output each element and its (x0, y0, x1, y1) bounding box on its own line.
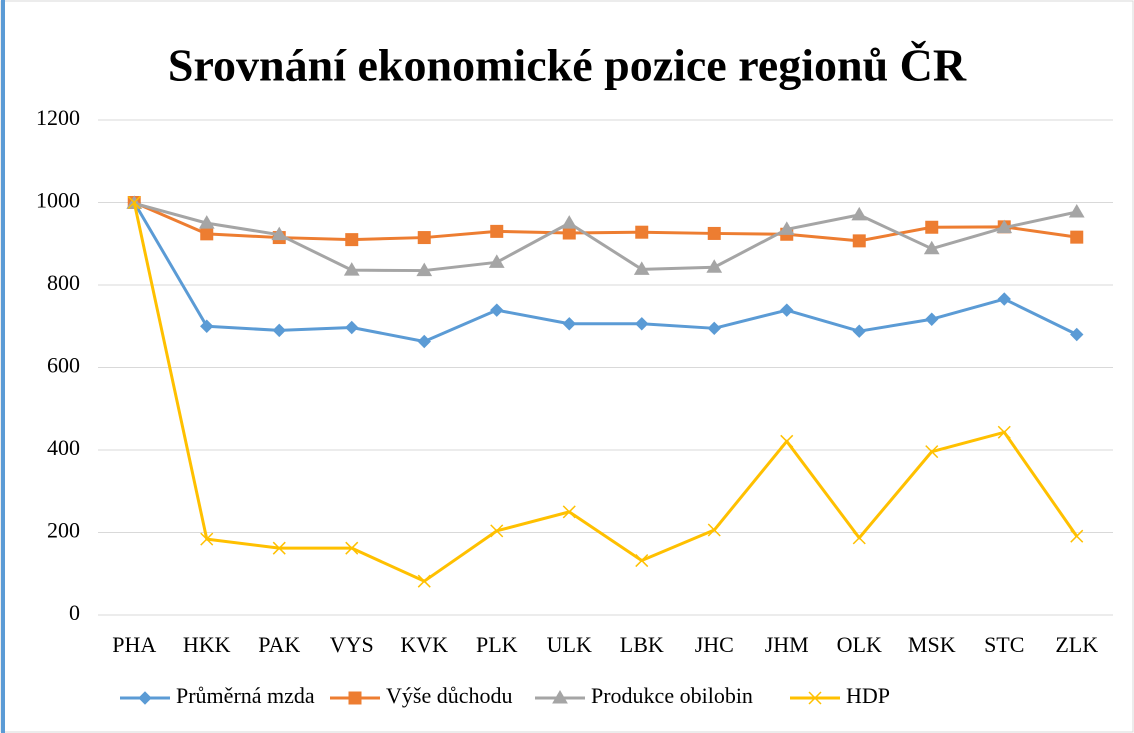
data-point (417, 231, 431, 245)
chart-title: Srovnání ekonomické pozice regionů ČR (168, 40, 967, 91)
data-point (925, 220, 939, 234)
legend-label: Produkce obilobin (591, 683, 753, 708)
x-tick-label: JHM (765, 632, 809, 657)
data-point (127, 195, 141, 210)
series-line (133, 201, 1078, 273)
data-point (635, 317, 649, 331)
data-point (996, 219, 1013, 234)
data-point (1070, 529, 1084, 543)
data-point (345, 233, 359, 247)
data-point (780, 434, 794, 448)
y-tick-label: 200 (47, 518, 80, 543)
data-point (1068, 203, 1085, 218)
y-tick-label: 1200 (36, 105, 80, 130)
data-point (706, 259, 723, 273)
data-point (707, 321, 721, 336)
data-point (561, 215, 578, 229)
data-point (633, 261, 650, 275)
data-point (417, 334, 431, 349)
legend-marker (348, 691, 362, 705)
data-point (852, 324, 866, 338)
data-point (707, 523, 721, 537)
data-point (1070, 230, 1084, 244)
y-tick-label: 800 (47, 270, 80, 295)
data-point (852, 531, 866, 545)
data-point (200, 227, 214, 241)
data-point (343, 262, 360, 276)
y-tick-label: 400 (47, 435, 80, 460)
data-point (923, 240, 940, 255)
x-tick-label: MSK (908, 632, 956, 657)
data-point (272, 541, 286, 555)
data-point (198, 215, 215, 229)
data-point (488, 254, 505, 268)
series-line (133, 201, 1077, 243)
x-tick-label: LBK (620, 632, 664, 657)
legend-label: HDP (846, 683, 890, 708)
data-point (562, 505, 576, 519)
data-point (925, 312, 939, 326)
data-point (562, 226, 576, 240)
x-tick-label: VYS (330, 632, 374, 657)
data-point (925, 445, 939, 459)
data-point (345, 320, 359, 335)
data-point (997, 292, 1011, 306)
legend-marker (808, 691, 822, 705)
legend-label: Průměrná mzda (176, 683, 315, 708)
x-tick-label: OLK (837, 632, 882, 657)
y-tick-label: 0 (69, 600, 80, 625)
x-tick-label: PLK (476, 632, 518, 657)
data-point (417, 574, 431, 588)
x-tick-label: JHC (695, 632, 734, 657)
y-tick-label: 1000 (36, 188, 80, 213)
x-tick-label: PHA (112, 632, 156, 657)
data-point (200, 319, 214, 333)
x-tick-label: PAK (258, 632, 300, 657)
data-point (635, 554, 649, 568)
series-line (132, 202, 1078, 583)
data-point (416, 262, 433, 277)
data-point (1070, 327, 1084, 342)
data-point (780, 303, 794, 317)
data-point (345, 541, 359, 555)
series-line (132, 201, 1078, 344)
data-point (200, 532, 214, 546)
data-point (562, 317, 576, 331)
data-point (490, 524, 504, 538)
data-point (272, 323, 286, 338)
data-point (271, 226, 288, 241)
y-tick-label: 600 (47, 353, 80, 378)
x-tick-label: ULK (547, 632, 592, 657)
legend-marker (138, 691, 152, 705)
data-point (707, 226, 721, 240)
data-point (851, 206, 868, 221)
data-point (997, 425, 1011, 439)
x-tick-label: STC (984, 632, 1024, 657)
legend-marker (552, 690, 568, 704)
data-point (635, 225, 649, 239)
x-tick-label: KVK (400, 632, 448, 657)
x-tick-label: HKK (183, 632, 231, 657)
x-tick-label: ZLK (1055, 632, 1098, 657)
legend-label: Výše důchodu (386, 683, 512, 708)
data-point (778, 221, 795, 235)
data-point (852, 234, 866, 248)
data-point (490, 303, 504, 317)
data-point (490, 224, 504, 238)
